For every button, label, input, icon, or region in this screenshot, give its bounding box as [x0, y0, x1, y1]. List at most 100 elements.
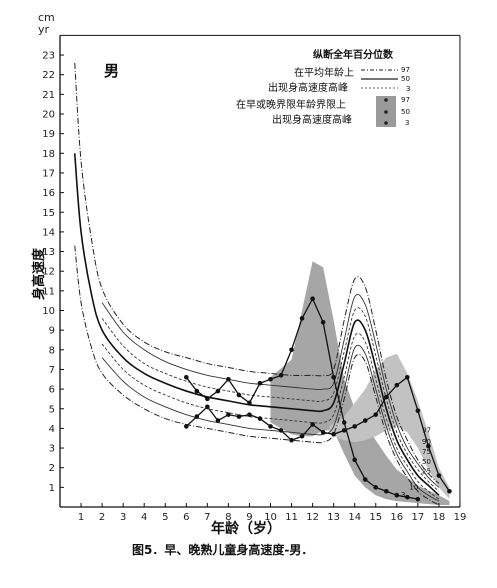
x-tick-label: 3	[120, 512, 126, 523]
legend-p3-a: 3	[406, 85, 410, 93]
data-point-early_individual	[310, 296, 315, 302]
y-tick-label: 4	[49, 424, 55, 435]
data-point-early_individual	[405, 494, 410, 500]
data-point-late_individual	[289, 437, 294, 443]
data-point-early_individual	[268, 376, 273, 382]
data-point-late_individual	[436, 473, 442, 478]
data-point-late_individual	[299, 433, 305, 439]
y-tick-label: 11	[42, 286, 55, 297]
y-tick-label: 19	[42, 129, 55, 140]
data-point-late_individual	[331, 431, 336, 437]
y-unit-top: cm	[38, 11, 55, 24]
individual-curves	[184, 296, 452, 502]
percentile-curve-97	[74, 62, 440, 484]
inline-percentile-label: 50	[422, 458, 431, 466]
inline-percentile-label: 25	[422, 468, 431, 476]
data-point-early_individual	[194, 388, 200, 394]
y-tick-label: 22	[42, 70, 55, 81]
data-point-early_individual	[320, 319, 326, 325]
y-axis-label: 身高速度	[31, 247, 47, 300]
data-point-late_individual	[415, 408, 421, 414]
data-point-late_individual	[352, 424, 358, 429]
data-point-early_individual	[247, 400, 252, 406]
legend-p97-a: 97	[401, 66, 410, 74]
inline-percentile-label: 3	[401, 491, 405, 499]
y-tick-label: 1	[49, 483, 55, 494]
data-point-late_individual	[394, 382, 400, 388]
inline-percentile-label: 75	[422, 448, 431, 456]
y-tick-label: 15	[42, 208, 55, 219]
x-tick-label: 2	[99, 512, 105, 523]
data-point-early_individual	[257, 380, 263, 386]
data-point-early_individual	[362, 477, 368, 482]
x-tick-label: 17	[411, 512, 424, 523]
x-tick-label: 6	[183, 512, 189, 523]
x-tick-label: 1	[78, 512, 84, 523]
x-tick-label: 11	[285, 512, 298, 523]
y-tick-label: 20	[42, 110, 55, 121]
legend-p50-b: 50	[401, 108, 410, 116]
y-tick-label: 17	[42, 168, 55, 179]
inline-percentile-label: 90	[422, 438, 431, 446]
data-point-early_individual	[226, 376, 231, 382]
percentile-curve-90	[101, 293, 440, 488]
x-tick-label: 10	[264, 512, 277, 523]
legend-p3-b: 3	[405, 119, 409, 127]
data-point-early_individual	[352, 457, 358, 463]
x-tick-label: 4	[141, 512, 147, 523]
data-point-early_individual	[415, 496, 421, 502]
y-tick-label: 7	[49, 365, 55, 376]
y-tick-label: 2	[49, 463, 55, 474]
data-point-late_individual	[341, 428, 347, 433]
legend-group1-line1: 在平均年龄上	[294, 66, 354, 79]
x-tick-label: 19	[454, 512, 467, 523]
data-point-late_individual	[205, 404, 210, 410]
legend: 纵断全年百分位数 在平均年龄上 出现身高速度高峰 97 50 3 在早或晚界限年…	[236, 48, 410, 127]
y-tick-label: 9	[49, 326, 55, 337]
sex-label: 男	[104, 62, 119, 80]
y-tick-label: 10	[42, 306, 55, 317]
y-tick-label: 21	[42, 90, 55, 101]
data-point-early_individual	[205, 396, 210, 402]
x-tick-label: 5	[162, 512, 168, 523]
legend-p50-a: 50	[401, 75, 410, 83]
legend-title: 纵断全年百分位数	[313, 48, 394, 61]
legend-group2-line1: 在早或晚界限年龄界限上	[236, 98, 346, 111]
early-maturer-band	[270, 261, 450, 506]
data-point-early_individual	[373, 485, 379, 490]
legend-group2-line2: 出现身高速度高峰	[272, 113, 352, 126]
late-maturer-band	[329, 353, 450, 500]
data-point-late_individual	[257, 416, 263, 421]
data-point-early_individual	[215, 388, 221, 394]
data-point-late_individual	[383, 394, 389, 400]
x-axis-label: 年龄（岁）	[211, 520, 281, 537]
data-point-late_individual	[184, 424, 189, 429]
axes	[59, 34, 461, 508]
legend-group1-line2: 出现身高速度高峰	[268, 81, 348, 94]
data-point-early_individual	[331, 375, 336, 380]
data-point-late_individual	[426, 443, 431, 449]
x-tick-label: 12	[306, 512, 319, 523]
percentile-curves	[73, 62, 440, 506]
percentile-curve-50	[73, 153, 440, 496]
data-point-late_individual	[194, 414, 200, 419]
y-tick-label: 16	[42, 188, 55, 199]
inline-percentile-label: 10	[409, 483, 418, 491]
x-tick-label: 13	[327, 512, 340, 523]
legend-marker-50	[384, 110, 388, 114]
x-tick-label: 8	[225, 512, 231, 523]
y-tick-label: 13	[42, 247, 55, 258]
y-tick-label: 8	[49, 345, 55, 356]
data-point-late_individual	[215, 418, 221, 423]
inline-percentile-labels: 97 90 75 50 25 10 3	[401, 426, 431, 499]
y-tick-label: 6	[49, 385, 55, 396]
data-point-early_individual	[289, 347, 294, 353]
y-tick-label: 14	[42, 227, 55, 238]
data-point-early_individual	[383, 488, 389, 494]
x-tick-label: 9	[246, 512, 252, 523]
data-point-late_individual	[310, 422, 315, 427]
data-point-late_individual	[405, 375, 410, 380]
y-tick-label: 18	[42, 149, 55, 160]
data-point-late_individual	[268, 424, 273, 429]
